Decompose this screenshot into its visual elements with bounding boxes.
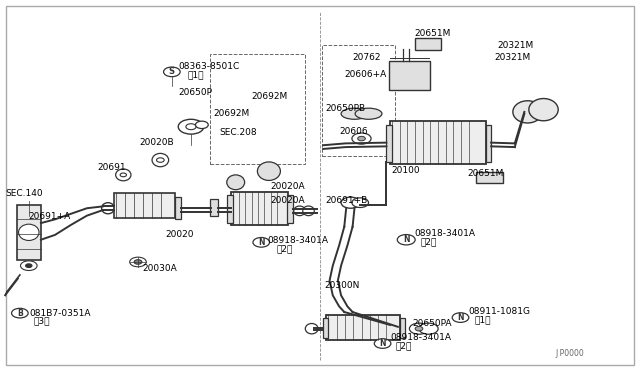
Bar: [17, 205, 41, 260]
Text: 20606+A: 20606+A: [344, 70, 387, 79]
Ellipse shape: [341, 108, 368, 119]
Bar: [322, 45, 396, 156]
Text: 20020: 20020: [166, 230, 194, 240]
Bar: [227, 195, 232, 223]
Bar: [390, 121, 486, 164]
Circle shape: [26, 264, 32, 267]
Bar: [326, 315, 400, 340]
Circle shape: [352, 133, 371, 144]
Bar: [210, 54, 305, 164]
Text: 08918-3401A: 08918-3401A: [390, 333, 451, 342]
Text: 20651M: 20651M: [415, 29, 451, 38]
Circle shape: [195, 121, 208, 129]
Bar: [287, 195, 292, 223]
Bar: [175, 197, 181, 219]
Ellipse shape: [152, 153, 169, 167]
Bar: [400, 318, 405, 338]
Circle shape: [419, 323, 438, 334]
Text: 20321M: 20321M: [497, 41, 534, 51]
Text: 20321M: 20321M: [494, 52, 531, 61]
Ellipse shape: [305, 324, 318, 334]
Ellipse shape: [355, 108, 382, 119]
Ellipse shape: [227, 175, 244, 190]
Text: 20650P: 20650P: [178, 88, 212, 97]
Text: 20692M: 20692M: [213, 109, 250, 118]
Circle shape: [415, 327, 423, 331]
Ellipse shape: [303, 206, 314, 216]
Text: （2）: （2）: [396, 341, 412, 350]
Circle shape: [352, 198, 369, 208]
Text: 20651M: 20651M: [467, 169, 503, 177]
Text: （1）: （1）: [187, 70, 204, 79]
Ellipse shape: [257, 162, 280, 180]
Circle shape: [20, 261, 37, 270]
Text: SEC.140: SEC.140: [5, 189, 43, 198]
Text: N: N: [380, 339, 386, 348]
Text: 08363-8501C: 08363-8501C: [178, 62, 239, 71]
Text: 08918-3401A: 08918-3401A: [268, 236, 328, 246]
Text: 20300N: 20300N: [324, 281, 360, 290]
Text: S: S: [169, 67, 175, 76]
Ellipse shape: [529, 99, 558, 121]
Bar: [115, 193, 175, 218]
Text: 20606: 20606: [339, 126, 368, 136]
Text: 20691+B: 20691+B: [325, 196, 367, 205]
Text: 20692M: 20692M: [251, 92, 287, 101]
Text: 08918-3401A: 08918-3401A: [415, 229, 476, 238]
Bar: [476, 172, 503, 183]
Bar: [486, 125, 491, 162]
Ellipse shape: [294, 206, 305, 216]
Text: 20650PA: 20650PA: [413, 319, 452, 328]
Ellipse shape: [116, 169, 131, 181]
Circle shape: [157, 158, 164, 162]
Circle shape: [164, 67, 180, 77]
Bar: [323, 318, 328, 338]
Text: J P0000: J P0000: [555, 349, 584, 358]
Text: （2）: （2）: [421, 237, 437, 246]
Bar: [387, 125, 392, 162]
Text: （2）: （2）: [276, 244, 293, 253]
Text: 20762: 20762: [352, 52, 380, 61]
Text: 081B7-0351A: 081B7-0351A: [29, 309, 91, 318]
Text: 20650PB: 20650PB: [325, 104, 365, 113]
Ellipse shape: [102, 203, 115, 214]
Bar: [415, 38, 442, 49]
Circle shape: [12, 308, 28, 318]
Circle shape: [178, 119, 204, 134]
Circle shape: [358, 137, 365, 141]
Circle shape: [374, 339, 391, 348]
Bar: [210, 199, 218, 216]
Circle shape: [410, 323, 429, 334]
Circle shape: [134, 260, 142, 264]
Text: 20020A: 20020A: [271, 196, 305, 205]
Bar: [230, 192, 288, 225]
Text: N: N: [403, 235, 410, 244]
Text: 20100: 20100: [392, 166, 420, 175]
Circle shape: [120, 173, 127, 177]
Circle shape: [186, 124, 196, 130]
Text: 20691: 20691: [98, 163, 126, 172]
Circle shape: [341, 197, 360, 208]
Text: 20020B: 20020B: [140, 138, 174, 147]
Text: B: B: [17, 309, 23, 318]
Circle shape: [130, 257, 147, 267]
Text: 20691+A: 20691+A: [29, 212, 71, 221]
Circle shape: [397, 235, 415, 245]
Text: （3）: （3）: [34, 317, 51, 326]
Text: （1）: （1）: [474, 315, 491, 324]
Text: 08911-1081G: 08911-1081G: [468, 307, 531, 316]
Bar: [389, 61, 431, 90]
Text: 20020A: 20020A: [271, 182, 305, 191]
Text: 20030A: 20030A: [143, 264, 177, 273]
Text: N: N: [457, 313, 464, 322]
Ellipse shape: [19, 224, 39, 240]
Text: SEC.208: SEC.208: [219, 128, 257, 137]
Circle shape: [253, 237, 269, 247]
Text: N: N: [258, 238, 264, 247]
Circle shape: [452, 313, 468, 323]
Ellipse shape: [513, 101, 542, 123]
